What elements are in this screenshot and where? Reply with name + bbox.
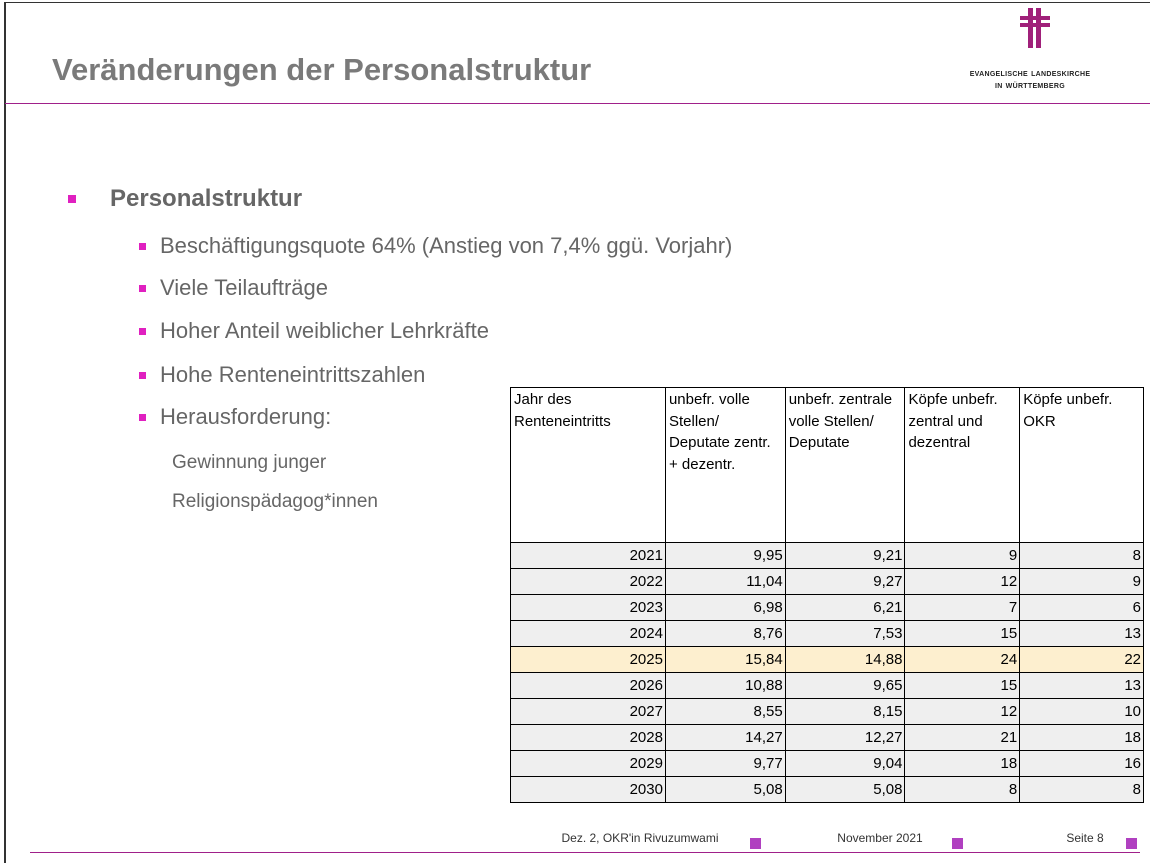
top-border — [4, 2, 1150, 3]
table-cell: 2027 — [510, 698, 666, 725]
column-header: unbefr. zentrale volle Stellen/ Deputate — [784, 387, 906, 543]
table-cell: 9,04 — [784, 750, 906, 777]
table-cell: 8 — [904, 776, 1021, 803]
bullet-text: Herausforderung: — [160, 404, 332, 429]
table-row: 2025 15,84 14,88 24 22 — [510, 646, 1144, 673]
table-cell: 14,88 — [784, 646, 906, 673]
footer-marker — [750, 838, 761, 849]
table-cell: 2030 — [510, 776, 666, 803]
table-cell: 9 — [904, 542, 1021, 569]
bullet-text: Viele Teilaufträge — [160, 275, 328, 300]
table-cell: 7,53 — [784, 620, 906, 647]
table-cell: 15,84 — [664, 646, 786, 673]
table-cell: 8 — [1019, 776, 1144, 803]
table-cell: 18 — [1019, 724, 1144, 751]
column-header: Köpfe unbefr. zentral und dezentral — [904, 387, 1021, 543]
table-row: 2029 9,77 9,04 18 16 — [510, 750, 1144, 777]
bullet-text: Hohe Renteneintrittszahlen — [160, 362, 426, 387]
header-line — [5, 103, 1150, 104]
table-cell: 24 — [904, 646, 1021, 673]
table-cell: 2021 — [510, 542, 666, 569]
table-row: 2022 11,04 9,27 12 9 — [510, 568, 1144, 595]
footer-date: November 2021 — [837, 831, 923, 845]
footer-marker — [1126, 838, 1137, 849]
table-cell: 9,65 — [784, 672, 906, 699]
title: Veränderungen der Personalstruktur — [52, 52, 592, 87]
table-cell: 7 — [904, 594, 1021, 621]
table-cell: 21 — [904, 724, 1021, 751]
table-cell: 12 — [904, 698, 1021, 725]
table-cell: 10 — [1019, 698, 1144, 725]
table-cell: 12,27 — [784, 724, 906, 751]
table-cell: 18 — [904, 750, 1021, 777]
table-cell: 9,21 — [784, 542, 906, 569]
logo-text: Evangelische Landeskirche — [969, 68, 1091, 79]
table-cell: 11,04 — [664, 568, 786, 595]
table-cell: 2023 — [510, 594, 666, 621]
table-cell: 2029 — [510, 750, 666, 777]
footer-marker — [952, 838, 963, 849]
table-cell: 15 — [904, 620, 1021, 647]
table-cell: 16 — [1019, 750, 1144, 777]
table-cell: 2025 — [510, 646, 666, 673]
table-cell: 9,27 — [784, 568, 906, 595]
left-border — [4, 2, 6, 863]
bullet — [139, 243, 146, 250]
table-cell: 2028 — [510, 724, 666, 751]
table-cell: 10,88 — [664, 672, 786, 699]
bullet-text: Hoher Anteil weiblicher Lehrkräfte — [160, 318, 489, 343]
logo-text: In Württemberg — [995, 80, 1065, 91]
sub-text: Religionspädagog*innen — [172, 491, 379, 512]
column-header: Köpfe unbefr. OKR — [1019, 387, 1144, 543]
bullet-heading: Personalstruktur — [110, 185, 303, 212]
bullet — [139, 414, 146, 421]
bullet — [139, 328, 146, 335]
table-cell: 5,08 — [664, 776, 786, 803]
sub-text: Gewinnung junger — [172, 452, 327, 473]
table-cell: 2026 — [510, 672, 666, 699]
table: Jahr des Renteneintritts unbefr. volle St… — [510, 387, 1144, 803]
table-cell: 2022 — [510, 568, 666, 595]
column-header: Jahr des Renteneintritts — [510, 387, 666, 543]
table-cell: 8,55 — [664, 698, 786, 725]
table-cell: 15 — [904, 672, 1021, 699]
table-cell: 6 — [1019, 594, 1144, 621]
table-cell: 12 — [904, 568, 1021, 595]
table-cell: 8 — [1019, 542, 1144, 569]
table-row: 2023 6,98 6,21 7 6 — [510, 594, 1144, 621]
table-cell: 9,95 — [664, 542, 786, 569]
bullet-text: Beschäftigungsquote 64% (Anstieg von 7,4… — [160, 233, 733, 258]
table-cell: 13 — [1019, 620, 1144, 647]
bullet — [139, 372, 146, 379]
table-cell: 8,15 — [784, 698, 906, 725]
footer-author: Dez. 2, OKR'in Rivuzumwami — [561, 831, 719, 845]
column-header: unbefr. volle Stellen/ Deputate zentr. +… — [664, 387, 786, 543]
footer-line — [30, 852, 1140, 853]
logo-cross — [1020, 8, 1050, 48]
bullet — [68, 195, 76, 203]
table-row: 2021 9,95 9,21 9 8 — [510, 542, 1144, 569]
table-row: 2024 8,76 7,53 15 13 — [510, 620, 1144, 647]
table-row: 2028 14,27 12,27 21 18 — [510, 724, 1144, 751]
table-cell: 22 — [1019, 646, 1144, 673]
table-row: 2026 10,88 9,65 15 13 — [510, 672, 1144, 699]
table-cell: 14,27 — [664, 724, 786, 751]
table-cell: 13 — [1019, 672, 1144, 699]
table-cell: 9,77 — [664, 750, 786, 777]
table-cell: 2024 — [510, 620, 666, 647]
bullet — [139, 285, 146, 292]
table-cell: 6,98 — [664, 594, 786, 621]
table-cell: 5,08 — [784, 776, 906, 803]
table-cell: 8,76 — [664, 620, 786, 647]
table-cell: 9 — [1019, 568, 1144, 595]
footer-page: Seite 8 — [1066, 831, 1104, 845]
table-row: 2027 8,55 8,15 12 10 — [510, 698, 1144, 725]
table-cell: 6,21 — [784, 594, 906, 621]
table-row: 2030 5,08 5,08 8 8 — [510, 776, 1144, 803]
